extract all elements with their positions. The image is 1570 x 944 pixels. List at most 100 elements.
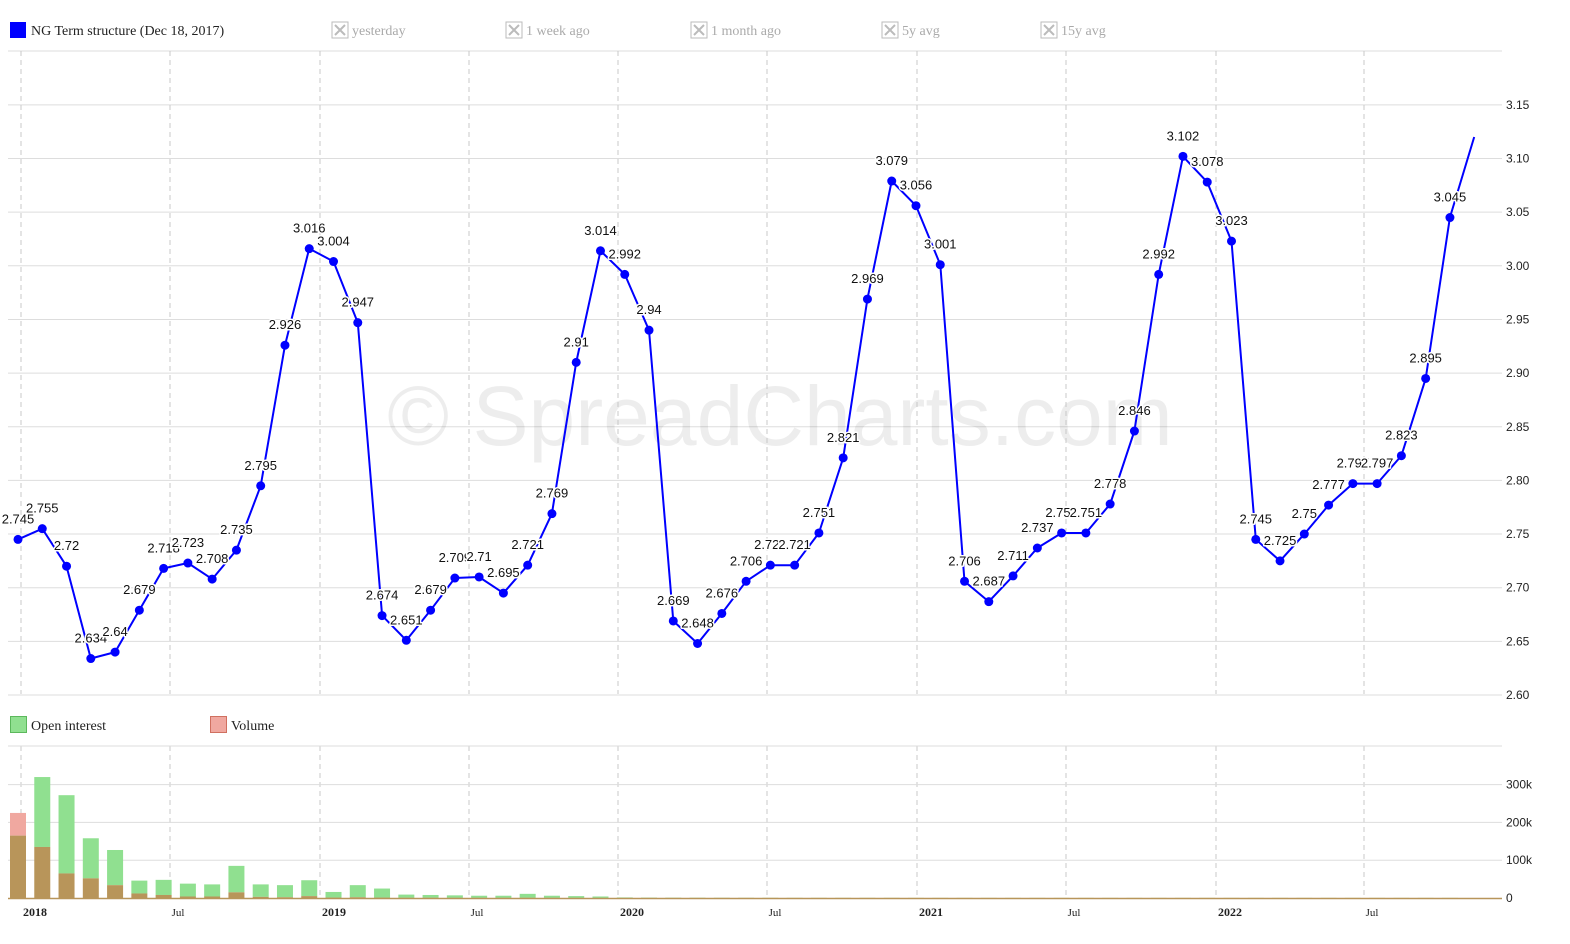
- term-structure-point[interactable]: [717, 608, 727, 618]
- term-structure-point[interactable]: [838, 453, 848, 463]
- term-structure-point[interactable]: [13, 534, 23, 544]
- price-tick-label: 2.90: [1506, 366, 1530, 380]
- term-structure-point[interactable]: [474, 572, 484, 582]
- open-interest-bar[interactable]: [155, 879, 172, 895]
- term-structure-point[interactable]: [1372, 479, 1382, 489]
- legend-swatch-term-structure[interactable]: [10, 22, 26, 38]
- term-structure-point[interactable]: [62, 561, 72, 571]
- legend-item-open-interest[interactable]: Open interest: [10, 716, 107, 735]
- term-structure-point[interactable]: [1057, 528, 1067, 538]
- term-structure-point[interactable]: [450, 573, 460, 583]
- term-structure-point[interactable]: [644, 325, 654, 335]
- open-interest-bar[interactable]: [82, 838, 99, 879]
- term-structure-point[interactable]: [1396, 451, 1406, 461]
- open-interest-bar[interactable]: [422, 894, 439, 898]
- term-structure-point[interactable]: [183, 558, 193, 568]
- term-structure-point[interactable]: [1275, 556, 1285, 566]
- term-structure-point[interactable]: [595, 246, 605, 256]
- term-structure-point[interactable]: [329, 257, 339, 267]
- term-structure-point[interactable]: [1105, 499, 1115, 509]
- legend-label-1-week-ago: 1 week ago: [526, 24, 590, 39]
- term-structure-point[interactable]: [765, 560, 775, 570]
- open-interest-bar[interactable]: [519, 893, 536, 898]
- open-interest-bar[interactable]: [374, 888, 391, 898]
- term-structure-point[interactable]: [1421, 373, 1431, 383]
- term-structure-point[interactable]: [523, 560, 533, 570]
- open-interest-bar[interactable]: [34, 777, 51, 847]
- term-structure-point[interactable]: [304, 244, 314, 254]
- open-interest-bar[interactable]: [228, 865, 245, 893]
- term-structure-point[interactable]: [280, 340, 290, 350]
- term-structure-point[interactable]: [1154, 269, 1164, 279]
- term-structure-point[interactable]: [814, 528, 824, 538]
- term-structure-point[interactable]: [231, 545, 241, 555]
- term-structure-point[interactable]: [862, 294, 872, 304]
- term-structure-point[interactable]: [1032, 543, 1042, 553]
- legend-toggle-15y-avg[interactable]: 15y avg: [1040, 21, 1106, 39]
- term-structure-point[interactable]: [911, 201, 921, 211]
- open-interest-bar[interactable]: [58, 795, 75, 874]
- open-interest-bar[interactable]: [131, 880, 148, 894]
- open-interest-bar[interactable]: [471, 895, 488, 898]
- open-interest-bar[interactable]: [349, 885, 366, 898]
- term-structure-point[interactable]: [1202, 177, 1212, 187]
- term-structure-point[interactable]: [547, 509, 557, 519]
- term-structure-point[interactable]: [377, 611, 387, 621]
- legend-toggle-1-week-ago[interactable]: 1 week ago: [505, 21, 590, 39]
- term-structure-point[interactable]: [693, 638, 703, 648]
- open-interest-bar[interactable]: [107, 849, 124, 886]
- term-structure-point[interactable]: [668, 616, 678, 626]
- term-structure-point[interactable]: [37, 524, 47, 534]
- term-structure-point[interactable]: [741, 576, 751, 586]
- term-structure-point[interactable]: [984, 597, 994, 607]
- term-structure-point[interactable]: [1129, 426, 1139, 436]
- term-structure-point[interactable]: [401, 635, 411, 645]
- open-interest-bar[interactable]: [592, 896, 609, 898]
- term-structure-point[interactable]: [620, 269, 630, 279]
- legend-toggle-5y-avg[interactable]: 5y avg: [881, 21, 940, 39]
- term-structure-point[interactable]: [498, 588, 508, 598]
- term-structure-point[interactable]: [256, 481, 266, 491]
- legend-item-term-structure[interactable]: NG Term structure (Dec 18, 2017): [31, 24, 224, 39]
- open-interest-bar[interactable]: [568, 896, 585, 898]
- legend-toggle-1-month-ago[interactable]: 1 month ago: [690, 21, 781, 39]
- term-structure-point[interactable]: [207, 574, 217, 584]
- open-interest-bar[interactable]: [495, 895, 512, 898]
- term-structure-point[interactable]: [1081, 528, 1091, 538]
- term-structure-data-label: 2.846: [1118, 403, 1151, 418]
- term-structure-point[interactable]: [571, 357, 581, 367]
- open-interest-bar[interactable]: [204, 884, 221, 897]
- open-interest-bar[interactable]: [398, 894, 415, 898]
- term-structure-point[interactable]: [1251, 534, 1261, 544]
- term-structure-point[interactable]: [1324, 500, 1334, 510]
- term-structure-point[interactable]: [1445, 213, 1455, 223]
- legend-item-volume[interactable]: Volume: [210, 716, 275, 735]
- open-interest-bar[interactable]: [616, 897, 633, 898]
- term-structure-data-label: 2.679: [123, 582, 156, 597]
- open-interest-bar[interactable]: [179, 883, 196, 897]
- volume-bar[interactable]: [10, 812, 26, 836]
- open-interest-bar[interactable]: [325, 891, 342, 898]
- open-interest-bar[interactable]: [543, 895, 560, 898]
- term-structure-point[interactable]: [960, 576, 970, 586]
- term-structure-point[interactable]: [790, 560, 800, 570]
- term-structure-point[interactable]: [935, 260, 945, 270]
- term-structure-point[interactable]: [134, 605, 144, 615]
- open-interest-bar[interactable]: [276, 885, 293, 898]
- term-structure-point[interactable]: [1178, 151, 1188, 161]
- open-interest-bar[interactable]: [252, 884, 269, 897]
- term-structure-data-labels: 2.7452.7552.722.6342.642.6792.7182.7232.…: [0, 127, 1467, 647]
- open-interest-bar[interactable]: [446, 895, 463, 898]
- term-structure-point[interactable]: [1348, 479, 1358, 489]
- open-interest-bar[interactable]: [301, 880, 318, 897]
- term-structure-point[interactable]: [1299, 529, 1309, 539]
- term-structure-point[interactable]: [1227, 236, 1236, 246]
- legend-toggle-yesterday[interactable]: yesterday: [331, 21, 406, 39]
- term-structure-point[interactable]: [887, 176, 897, 186]
- term-structure-point[interactable]: [426, 605, 436, 615]
- term-structure-point[interactable]: [353, 318, 363, 328]
- term-structure-point[interactable]: [159, 563, 169, 573]
- term-structure-point[interactable]: [110, 647, 120, 657]
- term-structure-point[interactable]: [1008, 571, 1018, 581]
- term-structure-point[interactable]: [86, 654, 96, 664]
